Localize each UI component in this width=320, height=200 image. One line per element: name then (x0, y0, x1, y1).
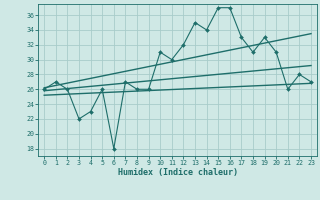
X-axis label: Humidex (Indice chaleur): Humidex (Indice chaleur) (118, 168, 238, 177)
